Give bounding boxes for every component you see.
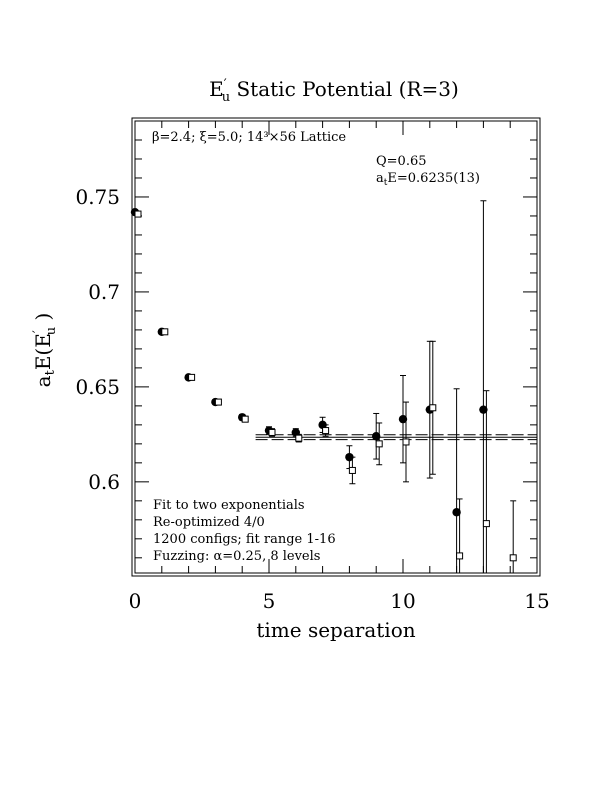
- data-point-square: [375, 440, 383, 448]
- x-axis-label: time separation: [256, 618, 415, 642]
- data-point-circle: [318, 420, 327, 430]
- data-point-circle: [452, 508, 461, 517]
- data-point-square: [456, 552, 464, 560]
- data-markers: [130, 207, 517, 562]
- note-line-1: Fit to two exponentials: [153, 498, 305, 513]
- data-point-square: [268, 428, 276, 436]
- data-point-circle: [372, 432, 381, 441]
- x-tick-label: 10: [390, 589, 415, 613]
- y-tick-label: 0.6: [88, 470, 120, 494]
- data-point-square: [482, 520, 490, 528]
- data-point-circle: [345, 452, 354, 462]
- lattice-label: β=2.4; ξ=5.0; 14³×56 Lattice: [152, 130, 346, 145]
- y-tick-label: 0.7: [88, 280, 120, 304]
- data-point-square: [402, 438, 410, 446]
- data-point-square: [429, 404, 437, 412]
- x-tick-label: 15: [524, 589, 549, 613]
- data-point-square: [134, 210, 142, 218]
- data-point-square: [509, 554, 517, 562]
- y-axis-label: atE(E′u ): [31, 313, 59, 388]
- fit-q-label: Q=0.65: [376, 154, 427, 169]
- y-tick-label: 0.75: [75, 185, 120, 209]
- note-line-4: Fuzzing: α=0.25, 8 levels: [153, 549, 320, 564]
- data-point-circle: [398, 414, 408, 424]
- note-line-3: 1200 configs; fit range 1-16: [153, 532, 336, 547]
- data-point-square: [214, 398, 222, 406]
- x-tick-label: 5: [263, 589, 276, 613]
- chart-title: E′ u Static Potential (R=3): [209, 77, 459, 105]
- data-point-square: [161, 328, 169, 336]
- data-point-square: [295, 434, 303, 442]
- data-point-square: [188, 373, 196, 381]
- plot-frame-inner: [134, 120, 538, 574]
- x-tick-label: 0: [129, 589, 142, 613]
- note-line-2: Re-optimized 4/0: [153, 515, 265, 530]
- data-point-square: [322, 427, 330, 435]
- data-point-circle: [479, 405, 488, 414]
- data-point-square: [348, 466, 356, 474]
- data-point-square: [241, 415, 249, 423]
- y-tick-label: 0.65: [75, 375, 120, 399]
- data-point-circle: [291, 428, 300, 437]
- plot-frame: [131, 117, 541, 577]
- fit-energy-label: atE=0.6235(13): [376, 171, 480, 188]
- tick-labels: 0 5 10 15 0.6 0.65 0.7 0.75: [75, 185, 549, 613]
- fit-band: [255, 434, 537, 441]
